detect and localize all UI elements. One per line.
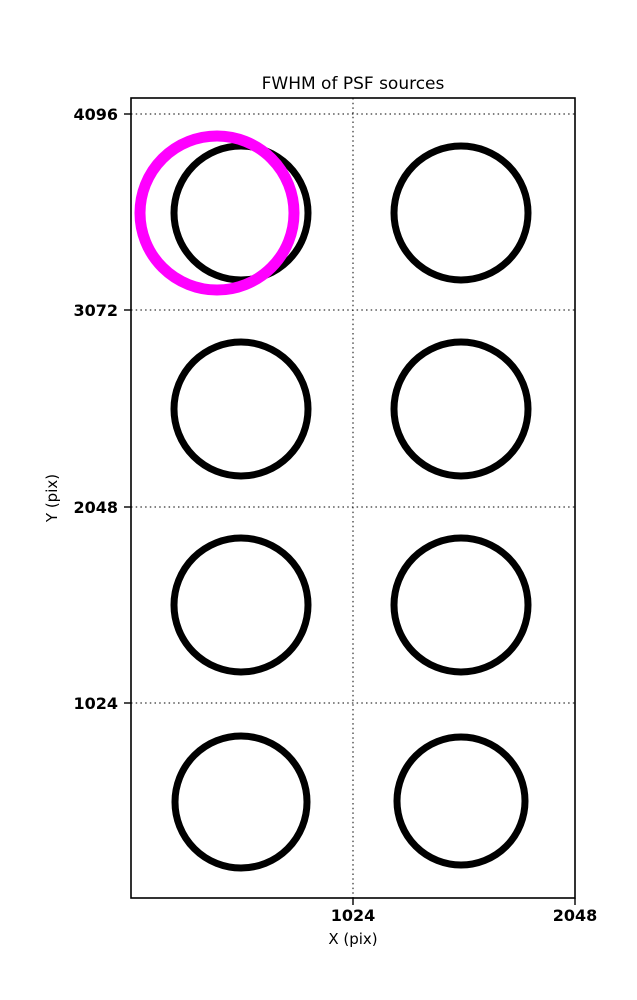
chart-title: FWHM of PSF sources	[262, 74, 445, 94]
x-axis-label: X (pix)	[328, 930, 377, 948]
psf-source-circle	[170, 142, 312, 284]
psf-source-circle	[390, 142, 532, 284]
ytick-label-2048: 2048	[73, 498, 118, 517]
psf-source-circle	[390, 534, 532, 676]
xtick-label-2048: 2048	[553, 906, 598, 925]
reference-fwhm-circle	[134, 130, 300, 296]
y-axis-label: Y (pix)	[43, 474, 61, 523]
psf-source-circle	[170, 338, 312, 480]
psf-source-circle	[170, 534, 312, 676]
psf-source-circle	[171, 732, 311, 872]
psf-source-circle	[393, 733, 529, 869]
xtick-label-1024: 1024	[331, 906, 376, 925]
ytick-label-3072: 3072	[73, 301, 118, 320]
ytick-label-4096: 4096	[73, 105, 118, 124]
psf-source-circle	[390, 338, 532, 480]
ytick-label-1024: 1024	[73, 694, 118, 713]
